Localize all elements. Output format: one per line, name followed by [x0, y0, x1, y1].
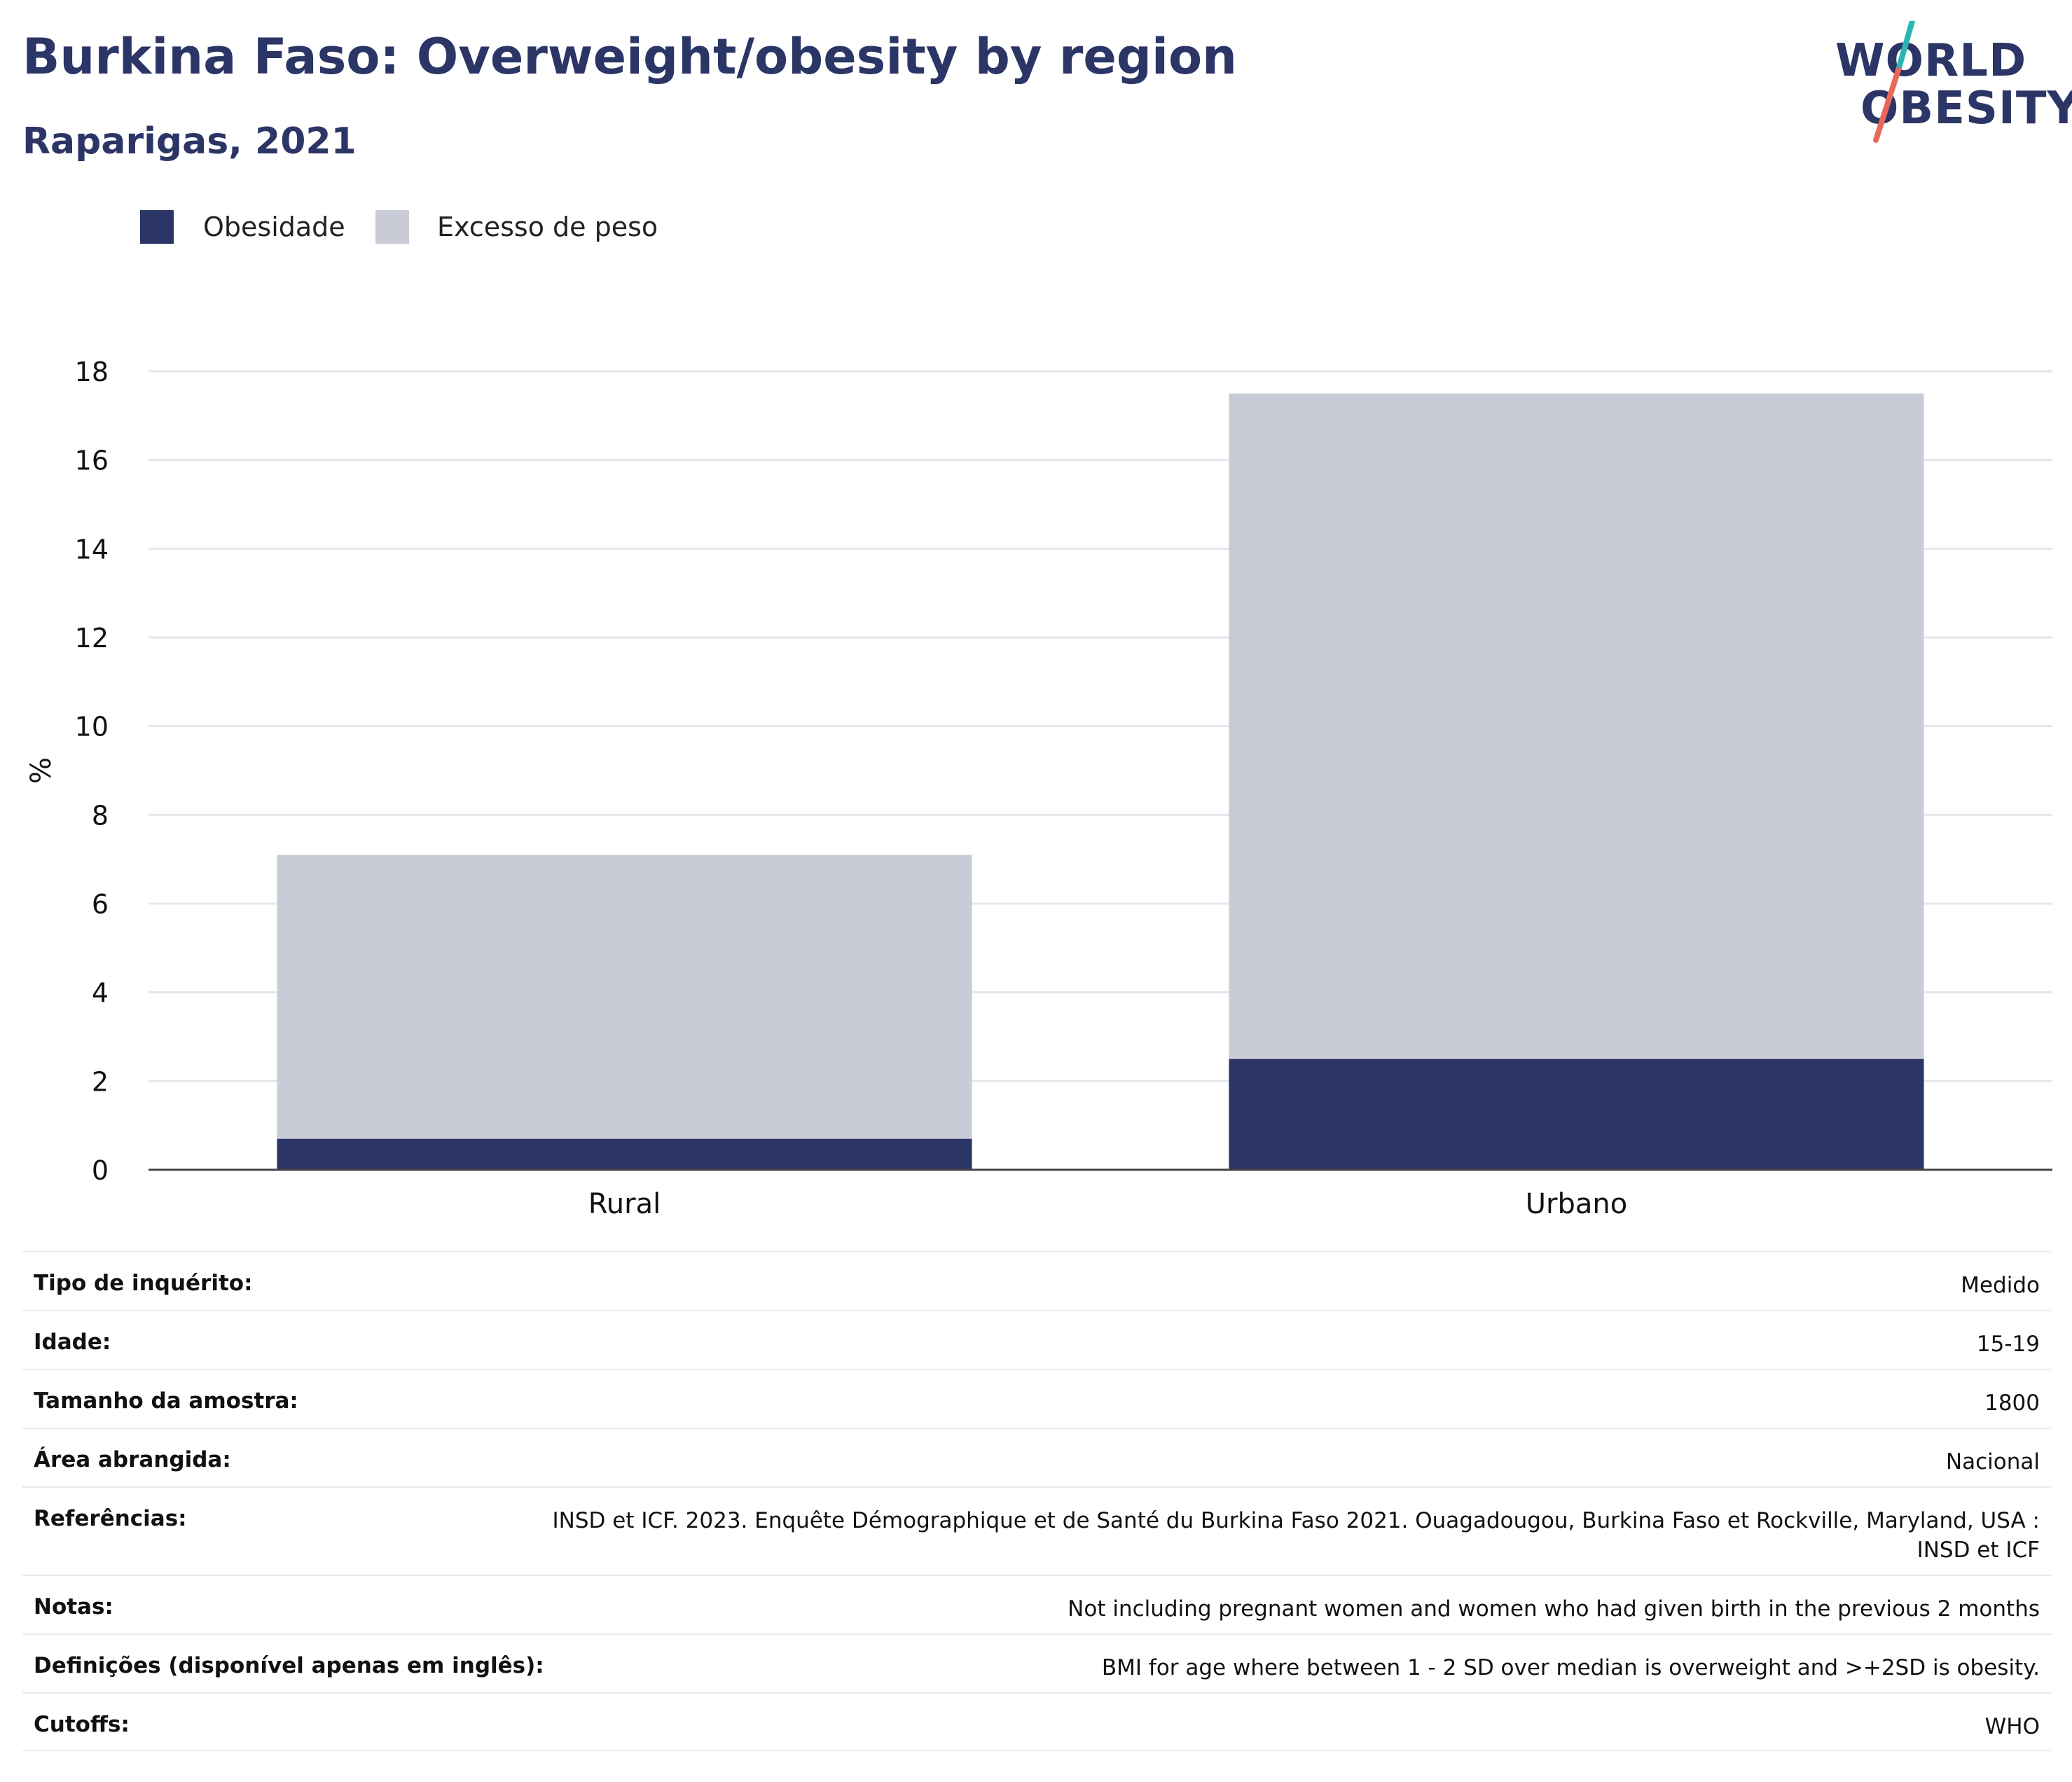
- info-value: Medido: [1961, 1273, 2040, 1298]
- info-value: 1800: [1984, 1390, 2040, 1416]
- x-tick-label: Rural: [588, 1188, 661, 1220]
- bar-urbano-overweight: [1229, 393, 1924, 1059]
- bar-rural-obesity: [277, 1138, 972, 1170]
- info-label: Cutoffs:: [34, 1712, 130, 1737]
- info-label: Tamanho da amostra:: [34, 1388, 298, 1414]
- bar-rural-overweight: [277, 855, 972, 1139]
- bar-chart: 0 2 4 6 8 10 12 14 16 18% Rural Urbano: [25, 357, 2052, 1220]
- info-value: BMI for age where between 1 - 2 SD over …: [1101, 1655, 2040, 1680]
- chart-subtitle: Raparigas, 2021: [22, 120, 357, 163]
- x-tick-label: Urbano: [1526, 1188, 1627, 1220]
- info-label: Referências:: [34, 1506, 187, 1531]
- logo-word-2: OBESITY: [1860, 83, 2072, 134]
- y-tick-label: 10: [75, 712, 109, 742]
- info-value: INSD et ICF. 2023. Enquête Démographique…: [552, 1508, 2040, 1563]
- info-label: Idade:: [34, 1329, 111, 1355]
- info-row-sample-size: Tamanho da amostra: 1800: [22, 1369, 2051, 1428]
- logo-word-1: WORLD: [1835, 35, 2027, 87]
- y-tick-label: 0: [92, 1155, 109, 1186]
- y-tick-label: 18: [75, 357, 109, 387]
- y-axis-label: %: [25, 757, 57, 784]
- legend-label-overweight: Excesso de peso: [437, 212, 658, 242]
- info-value: Not including pregnant women and women w…: [1068, 1596, 2040, 1622]
- y-tick-label: 14: [75, 534, 109, 565]
- info-row-cutoffs: Cutoffs: WHO: [22, 1692, 2051, 1751]
- info-row-survey-type: Tipo de inquérito: Medido: [22, 1251, 2051, 1310]
- legend-swatch-overweight: [375, 210, 409, 244]
- info-table: Tipo de inquérito: Medido Idade: 15-19 T…: [22, 1251, 2051, 1751]
- info-label: Definições (disponível apenas em inglês)…: [34, 1653, 544, 1678]
- y-tick-label: 8: [92, 800, 109, 831]
- info-label: Notas:: [34, 1594, 113, 1619]
- y-tick-label: 12: [75, 623, 109, 654]
- info-value: Nacional: [1945, 1449, 2040, 1474]
- y-tick-label: 4: [92, 978, 109, 1009]
- y-tick-label: 6: [92, 889, 109, 920]
- legend-label-obesity: Obesidade: [203, 212, 345, 242]
- logo-slash-icon: [1873, 21, 1915, 143]
- info-value: 15-19: [1976, 1332, 2040, 1357]
- world-obesity-logo: WORLD OBESITY: [1821, 21, 2072, 147]
- info-row-age: Idade: 15-19: [22, 1310, 2051, 1369]
- info-label: Área abrangida:: [34, 1447, 231, 1472]
- info-label: Tipo de inquérito:: [34, 1271, 253, 1296]
- info-value: WHO: [1984, 1714, 2040, 1739]
- y-tick-label: 16: [75, 446, 109, 476]
- bar-urbano-obesity: [1229, 1058, 1924, 1170]
- chart-title: Burkina Faso: Overweight/obesity by regi…: [22, 28, 1237, 85]
- info-row-area: Área abrangida: Nacional: [22, 1428, 2051, 1486]
- legend-swatch-obesity: [140, 210, 174, 244]
- info-row-notes: Notas: Not including pregnant women and …: [22, 1575, 2051, 1634]
- info-row-references: Referências: INSD et ICF. 2023. Enquête …: [22, 1486, 2051, 1575]
- info-row-definitions: Definições (disponível apenas em inglês)…: [22, 1634, 2051, 1692]
- y-tick-label: 2: [92, 1066, 109, 1097]
